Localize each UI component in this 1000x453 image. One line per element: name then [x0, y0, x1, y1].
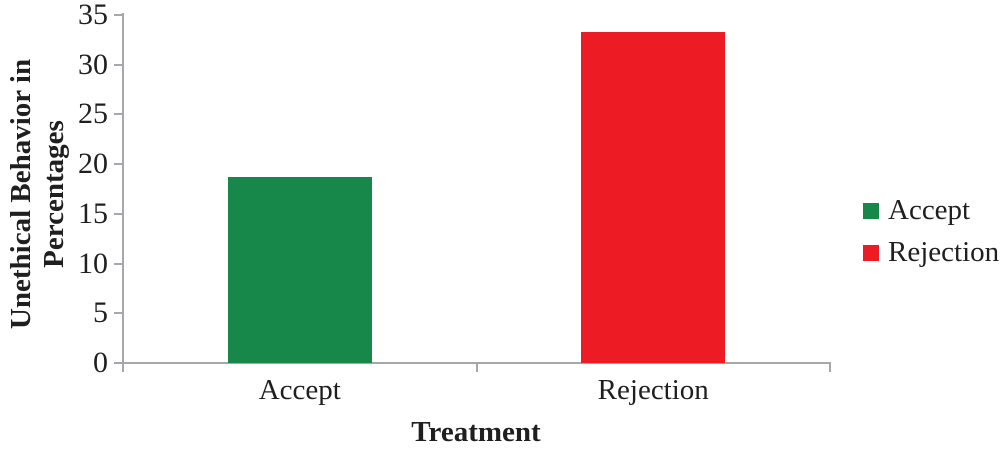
y-tick-mark: [114, 312, 123, 315]
x-boundary-tick: [475, 364, 478, 372]
y-tick-label: 15: [78, 196, 108, 230]
y-tick-label: 25: [78, 97, 108, 131]
legend-swatch-icon: [863, 244, 879, 261]
legend-item: Rejection: [863, 236, 999, 269]
y-tick-mark: [114, 212, 123, 215]
x-axis-line: [122, 362, 831, 364]
y-tick-label: 30: [78, 47, 108, 81]
y-tick-label: 10: [78, 246, 108, 280]
y-tick-mark: [114, 63, 123, 66]
legend-swatch-icon: [863, 202, 879, 219]
x-category-label: Accept: [258, 374, 341, 406]
y-tick-label: 20: [78, 147, 108, 181]
x-category-label: Rejection: [597, 374, 709, 406]
y-tick-label: 0: [93, 346, 108, 379]
bar-rejection: [581, 31, 726, 363]
y-tick-label: 5: [93, 296, 108, 330]
y-tick-mark: [114, 163, 123, 166]
legend: Accept Rejection: [863, 194, 999, 278]
y-tick-label: 35: [78, 0, 108, 31]
y-tick-mark: [114, 362, 123, 364]
y-tick-mark: [114, 14, 123, 16]
y-tick-mark: [114, 113, 123, 116]
x-boundary-tick: [122, 364, 124, 372]
legend-label: Accept: [888, 194, 971, 226]
x-boundary-tick: [829, 364, 831, 372]
bar-accept: [227, 177, 372, 363]
y-tick-mark: [114, 262, 123, 265]
legend-item: Accept: [863, 194, 999, 227]
x-axis-title: Treatment: [411, 416, 541, 448]
legend-label: Rejection: [888, 236, 1000, 268]
y-axis-line: [122, 13, 124, 372]
